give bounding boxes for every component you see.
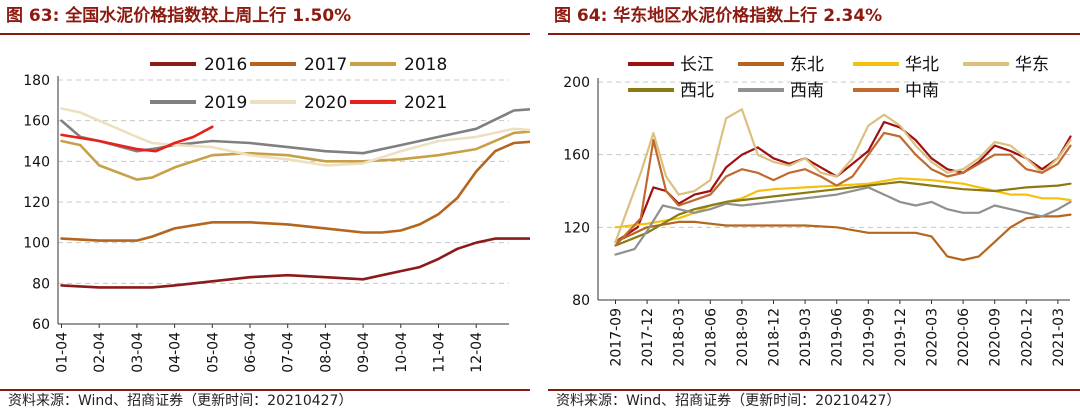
source-rule [548, 389, 1080, 391]
legend-label: 华东 [1015, 55, 1049, 75]
x-tick-label: 2019-09 [861, 308, 877, 367]
legend-label: 西北 [680, 81, 714, 101]
series-line-长江 [614, 120, 1072, 243]
legend-label: 华北 [905, 55, 939, 75]
line-chart-east-china-cement-index: 80 120 160 200 2017-09 2017-12 2018-03 2018-06 2… [563, 55, 1072, 367]
x-tick-label: 2018-03 [672, 308, 688, 367]
series-line-2020 [60, 107, 530, 167]
legend-label: 2016 [204, 55, 247, 75]
x-tick-label: 2019-06 [830, 308, 846, 367]
series-line-西南 [614, 186, 1072, 256]
x-tick-label: 2018-06 [703, 308, 719, 367]
x-tick-label: 2020-03 [925, 308, 941, 367]
x-tick-label: 2017-09 [609, 308, 625, 367]
source-rule [0, 389, 530, 391]
legend-label: 2018 [404, 55, 447, 75]
chart-panel-left: 图 63: 全国水泥价格指数较上周上行 1.50% 60 80 100 120 140 1… [0, 0, 530, 410]
x-tick-label: 2017-12 [640, 308, 656, 367]
legend-label: 西南 [790, 81, 824, 101]
x-tick-label: 10-04 [394, 332, 410, 373]
y-tick-label: 80 [572, 293, 590, 309]
y-tick-label: 120 [563, 220, 590, 236]
x-tick-label: 2019-03 [798, 308, 814, 367]
chart-title: 图 63: 全国水泥价格指数较上周上行 1.50% [6, 6, 352, 26]
y-tick-label: 60 [32, 317, 50, 333]
x-tick-label: 04-04 [168, 332, 184, 373]
title-rule [0, 33, 530, 35]
chart-title: 图 64: 华东地区水泥价格指数上行 2.34% [554, 6, 883, 26]
y-tick-label: 160 [563, 148, 590, 164]
x-tick-label: 2020-09 [988, 308, 1004, 367]
legend-label: 2020 [304, 93, 347, 113]
x-tick-label: 11-04 [432, 332, 448, 373]
legend-label: 2021 [404, 93, 447, 113]
y-tick-label: 200 [563, 75, 590, 91]
x-tick-label: 07-04 [281, 332, 297, 373]
legend-label: 长江 [680, 55, 714, 75]
legend-label: 2019 [204, 93, 247, 113]
x-tick-label: 12-04 [469, 332, 485, 373]
chart-panel-right: 图 64: 华东地区水泥价格指数上行 2.34% 80 120 160 200 2017… [548, 0, 1080, 410]
x-tick-label: 2021-03 [1051, 308, 1067, 367]
legend-label: 2017 [304, 55, 347, 75]
x-tick-label: 2018-09 [735, 308, 751, 367]
series-line-华东 [614, 108, 1072, 243]
x-tick-label: 05-04 [205, 332, 221, 373]
y-tick-label: 180 [23, 73, 50, 89]
title-rule [548, 33, 1080, 35]
series-line-2016 [60, 237, 530, 289]
series-line-2021 [60, 125, 214, 153]
series-line-2018 [60, 130, 530, 181]
source-note: 资料来源：Wind、招商证券（更新时间：20210427） [556, 393, 901, 409]
legend-label: 东北 [790, 55, 824, 75]
line-chart-national-cement-index: 60 80 100 120 140 160 180 01-04 02-04 03-04 04-04 0… [23, 55, 530, 373]
y-tick-label: 120 [23, 195, 50, 211]
x-tick-label: 08-04 [318, 332, 334, 373]
y-tick-label: 80 [32, 276, 50, 292]
y-tick-label: 100 [23, 236, 50, 252]
x-tick-label: 2018-12 [767, 308, 783, 367]
legend-label: 中南 [905, 81, 939, 101]
x-tick-label: 02-04 [92, 332, 108, 373]
x-tick-label: 03-04 [130, 332, 146, 373]
series-line-2019 [60, 107, 530, 155]
series-line-西北 [614, 180, 1072, 247]
x-tick-label: 09-04 [356, 332, 372, 373]
y-tick-label: 160 [23, 114, 50, 130]
series-line-东北 [614, 213, 1072, 262]
source-note: 资料来源：Wind、招商证券（更新时间：20210427） [8, 393, 353, 409]
series-line-2017 [60, 140, 530, 242]
x-tick-label: 06-04 [243, 332, 259, 373]
y-tick-label: 140 [23, 154, 50, 170]
x-tick-label: 01-04 [55, 332, 71, 373]
series-line-中南 [614, 131, 1072, 247]
x-tick-label: 2020-06 [956, 308, 972, 367]
x-tick-label: 2019-12 [893, 308, 909, 367]
x-tick-label: 2020-12 [1019, 308, 1035, 367]
